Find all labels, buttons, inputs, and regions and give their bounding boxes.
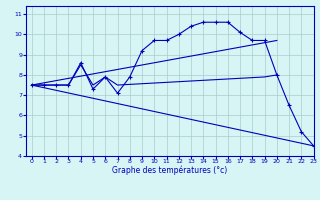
X-axis label: Graphe des températures (°c): Graphe des températures (°c) bbox=[112, 166, 227, 175]
